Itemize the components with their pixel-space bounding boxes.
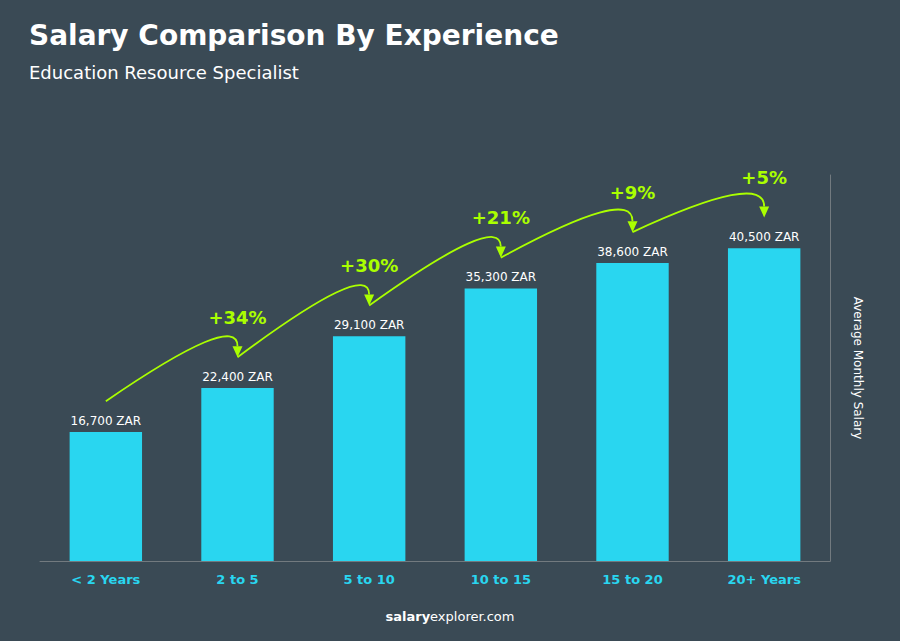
svg-text:explorer.com: explorer.com: [430, 609, 514, 624]
svg-text:22,400 ZAR: 22,400 ZAR: [202, 370, 273, 384]
svg-text:10 to 15: 10 to 15: [471, 572, 531, 587]
svg-text:40,500 ZAR: 40,500 ZAR: [729, 230, 800, 244]
svg-text:< 2 Years: < 2 Years: [71, 572, 140, 587]
svg-text:38,600 ZAR: 38,600 ZAR: [597, 245, 668, 259]
svg-text:+34%: +34%: [208, 307, 266, 328]
svg-text:+5%: +5%: [741, 167, 787, 188]
svg-text:16,700 ZAR: 16,700 ZAR: [71, 414, 142, 428]
svg-text:29,100 ZAR: 29,100 ZAR: [334, 318, 405, 332]
svg-text:35,300 ZAR: 35,300 ZAR: [466, 270, 537, 284]
svg-text:+9%: +9%: [610, 182, 656, 203]
svg-text:+30%: +30%: [340, 255, 398, 276]
svg-text:2 to 5: 2 to 5: [216, 572, 258, 587]
svg-text:salary: salary: [385, 609, 430, 624]
svg-text:20+ Years: 20+ Years: [727, 572, 801, 587]
svg-text:5 to 10: 5 to 10: [343, 572, 394, 587]
svg-text:Average Monthly Salary: Average Monthly Salary: [851, 297, 865, 440]
svg-text:15 to 20: 15 to 20: [602, 572, 662, 587]
svg-text:+21%: +21%: [472, 207, 530, 228]
svg-text:Salary Comparison By Experienc: Salary Comparison By Experience: [29, 19, 559, 52]
svg-text:Education Resource Specialist: Education Resource Specialist: [29, 62, 299, 83]
